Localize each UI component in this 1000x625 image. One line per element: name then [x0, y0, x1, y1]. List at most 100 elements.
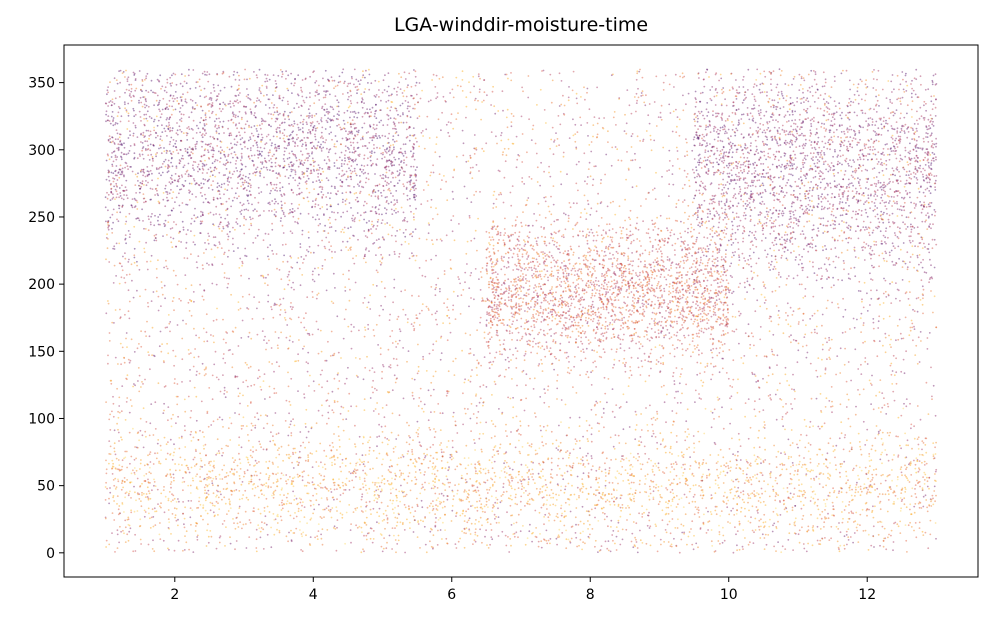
scatter-point	[330, 300, 333, 303]
scatter-point	[843, 262, 845, 264]
scatter-point	[854, 230, 857, 233]
scatter-point	[668, 520, 671, 523]
scatter-point	[539, 88, 542, 91]
scatter-point	[758, 398, 761, 400]
scatter-point	[161, 139, 164, 142]
scatter-point	[466, 240, 469, 243]
scatter-point	[899, 83, 902, 86]
scatter-point	[902, 337, 905, 340]
scatter-point	[691, 168, 694, 171]
scatter-point	[286, 275, 289, 278]
scatter-point	[731, 315, 734, 318]
scatter-point	[827, 494, 830, 497]
scatter-point	[460, 477, 463, 480]
scatter-point	[535, 527, 537, 529]
scatter-point	[308, 191, 311, 194]
scatter-point	[686, 173, 689, 175]
scatter-point	[869, 247, 872, 250]
scatter-point	[290, 286, 293, 289]
scatter-point	[124, 252, 126, 255]
scatter-point	[346, 85, 349, 88]
scatter-point	[227, 510, 230, 512]
scatter-point	[614, 542, 616, 545]
scatter-point	[699, 527, 702, 529]
scatter-point	[777, 132, 779, 135]
scatter-point	[203, 464, 206, 466]
scatter-point	[877, 94, 880, 97]
scatter-point	[773, 545, 775, 548]
scatter-point	[149, 461, 152, 463]
scatter-point	[539, 184, 541, 187]
scatter-point	[119, 120, 122, 123]
scatter-point	[680, 373, 682, 375]
scatter-point	[285, 336, 288, 339]
scatter-point	[863, 241, 865, 244]
scatter-point	[881, 431, 884, 434]
scatter-point	[629, 224, 632, 227]
scatter-point	[611, 263, 614, 266]
scatter-point	[401, 490, 403, 493]
scatter-point	[175, 140, 178, 142]
scatter-point	[886, 475, 889, 478]
scatter-point	[791, 407, 794, 410]
scatter-point	[180, 435, 183, 438]
scatter-point	[564, 228, 567, 231]
scatter-point	[398, 414, 401, 417]
scatter-point	[219, 390, 222, 393]
scatter-point	[652, 486, 655, 488]
scatter-point	[330, 516, 333, 519]
scatter-point	[552, 304, 555, 307]
scatter-point	[883, 527, 886, 530]
scatter-point	[420, 499, 423, 502]
scatter-point	[713, 550, 716, 553]
scatter-point	[847, 398, 850, 401]
scatter-point	[849, 536, 852, 538]
scatter-point	[106, 247, 109, 250]
scatter-point	[681, 392, 683, 395]
scatter-point	[395, 494, 398, 497]
scatter-point	[482, 384, 485, 386]
scatter-point	[263, 522, 266, 524]
scatter-point	[157, 200, 160, 203]
scatter-point	[212, 319, 215, 322]
scatter-point	[514, 496, 517, 499]
scatter-point	[753, 344, 755, 347]
scatter-point	[528, 478, 530, 481]
scatter-point	[685, 349, 687, 352]
scatter-point	[777, 314, 780, 316]
scatter-point	[108, 135, 111, 138]
scatter-point	[701, 385, 704, 387]
scatter-point	[923, 203, 926, 206]
scatter-point	[682, 267, 685, 269]
scatter-point	[115, 79, 118, 81]
scatter-point	[139, 295, 141, 298]
scatter-point	[196, 370, 198, 373]
scatter-point	[864, 83, 867, 86]
scatter-point	[462, 288, 465, 291]
scatter-point	[932, 384, 935, 387]
scatter-point	[926, 228, 929, 231]
scatter-point	[931, 117, 934, 120]
scatter-point	[655, 287, 658, 290]
scatter-point	[272, 74, 275, 76]
scatter-point	[467, 408, 469, 410]
scatter-point	[866, 363, 869, 365]
scatter-point	[497, 453, 500, 455]
scatter-point	[262, 239, 265, 242]
scatter-point	[714, 505, 717, 508]
scatter-point	[493, 297, 496, 299]
scatter-point	[866, 428, 869, 431]
scatter-point	[909, 329, 912, 332]
scatter-point	[586, 87, 589, 90]
scatter-point	[205, 74, 208, 76]
scatter-point	[265, 342, 268, 344]
scatter-point	[935, 537, 937, 540]
scatter-point	[644, 452, 647, 455]
scatter-point	[608, 481, 611, 484]
scatter-point	[118, 282, 121, 285]
scatter-point	[746, 263, 748, 265]
scatter-point	[286, 135, 288, 138]
scatter-point	[223, 393, 226, 395]
scatter-point	[476, 374, 478, 376]
scatter-point	[909, 326, 912, 329]
